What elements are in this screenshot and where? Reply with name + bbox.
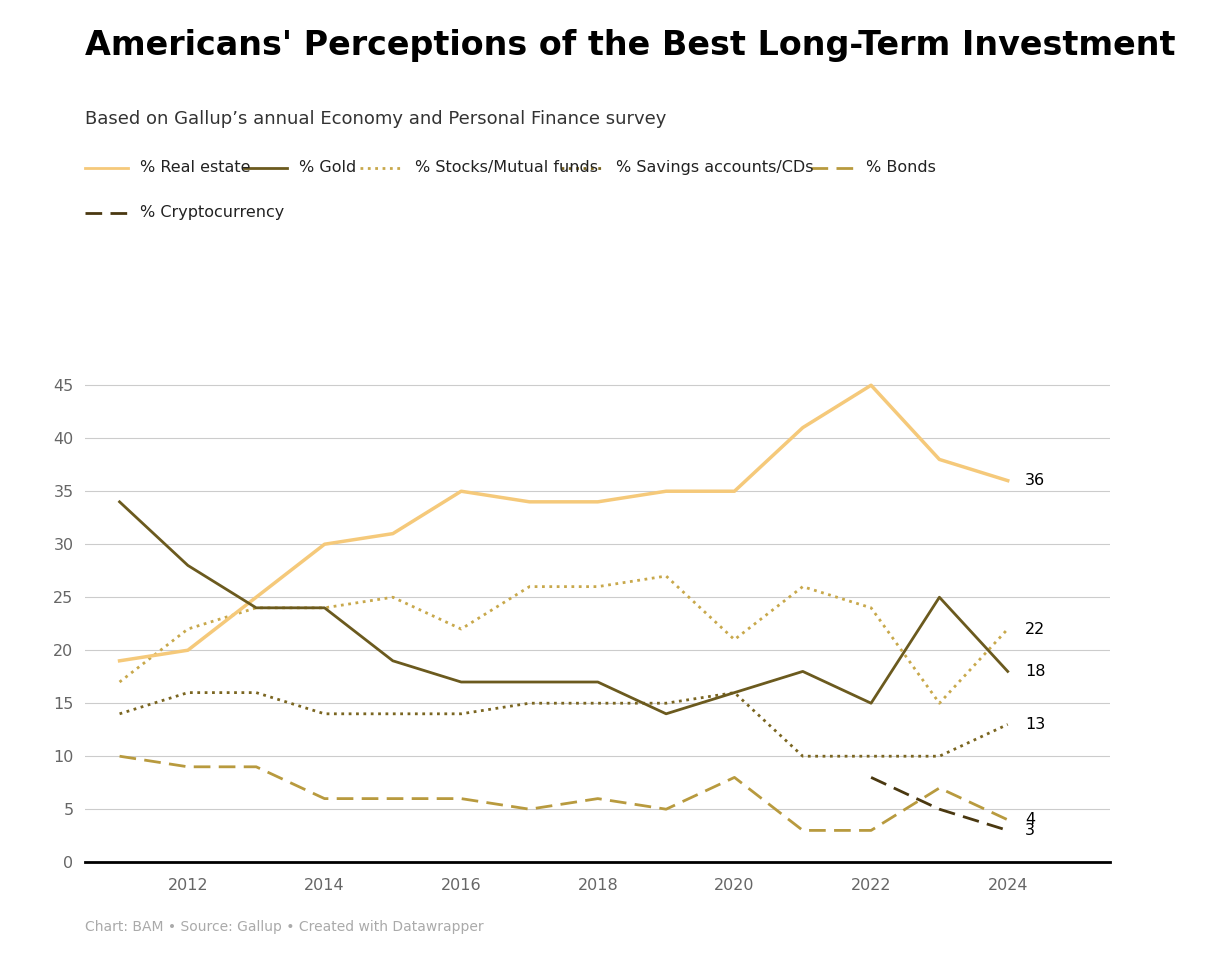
Text: % Cryptocurrency: % Cryptocurrency [140,205,284,220]
Text: % Bonds: % Bonds [866,160,936,175]
Text: Based on Gallup’s annual Economy and Personal Finance survey: Based on Gallup’s annual Economy and Per… [85,110,667,128]
Text: 4: 4 [1025,812,1035,828]
Text: % Stocks/Mutual funds: % Stocks/Mutual funds [415,160,598,175]
Text: 3: 3 [1025,823,1035,838]
Text: 18: 18 [1025,664,1046,679]
Text: 22: 22 [1025,622,1046,636]
Text: 36: 36 [1025,473,1044,489]
Text: % Real estate: % Real estate [140,160,251,175]
Text: 13: 13 [1025,717,1046,732]
Text: % Savings accounts/CDs: % Savings accounts/CDs [616,160,814,175]
Text: Americans' Perceptions of the Best Long-Term Investment: Americans' Perceptions of the Best Long-… [85,29,1176,61]
Text: Chart: BAM • Source: Gallup • Created with Datawrapper: Chart: BAM • Source: Gallup • Created wi… [85,920,484,934]
Text: % Gold: % Gold [299,160,356,175]
